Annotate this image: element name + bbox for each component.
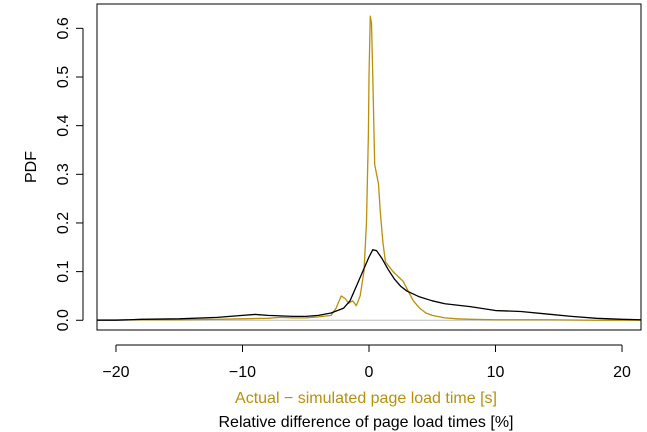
x-tick-label: 10 (487, 364, 505, 381)
x-tick-label: −10 (229, 364, 256, 381)
plot-area (97, 15, 641, 321)
y-tick-label: 0.6 (55, 17, 72, 39)
series-line-1 (97, 15, 641, 321)
y-tick-label: 0.4 (55, 114, 72, 136)
y-tick-label: 0.3 (55, 163, 72, 185)
x-tick-label: 0 (365, 364, 374, 381)
y-tick-label: 0.2 (55, 212, 72, 234)
series-line-2 (97, 249, 641, 321)
x-tick-label: −20 (102, 364, 129, 381)
x-axis-labels: Actual − simulated page load time [s] Rel… (219, 390, 514, 431)
y-tick-label: 0.1 (55, 260, 72, 282)
x-axis-label-seconds: Actual − simulated page load time [s] (235, 390, 497, 407)
x-tick-label: 20 (613, 364, 631, 381)
x-axis-label-percent: Relative difference of page load times [… (219, 414, 514, 431)
axes: −20 −10 0 10 20 0.0 0.1 0.2 0.3 0.4 0.5 0.6 (55, 17, 631, 381)
plot-frame (96, 3, 642, 331)
y-tick-label: 0.0 (55, 309, 72, 331)
y-tick-label: 0.5 (55, 66, 72, 88)
y-axis-label: PDF (23, 151, 40, 183)
